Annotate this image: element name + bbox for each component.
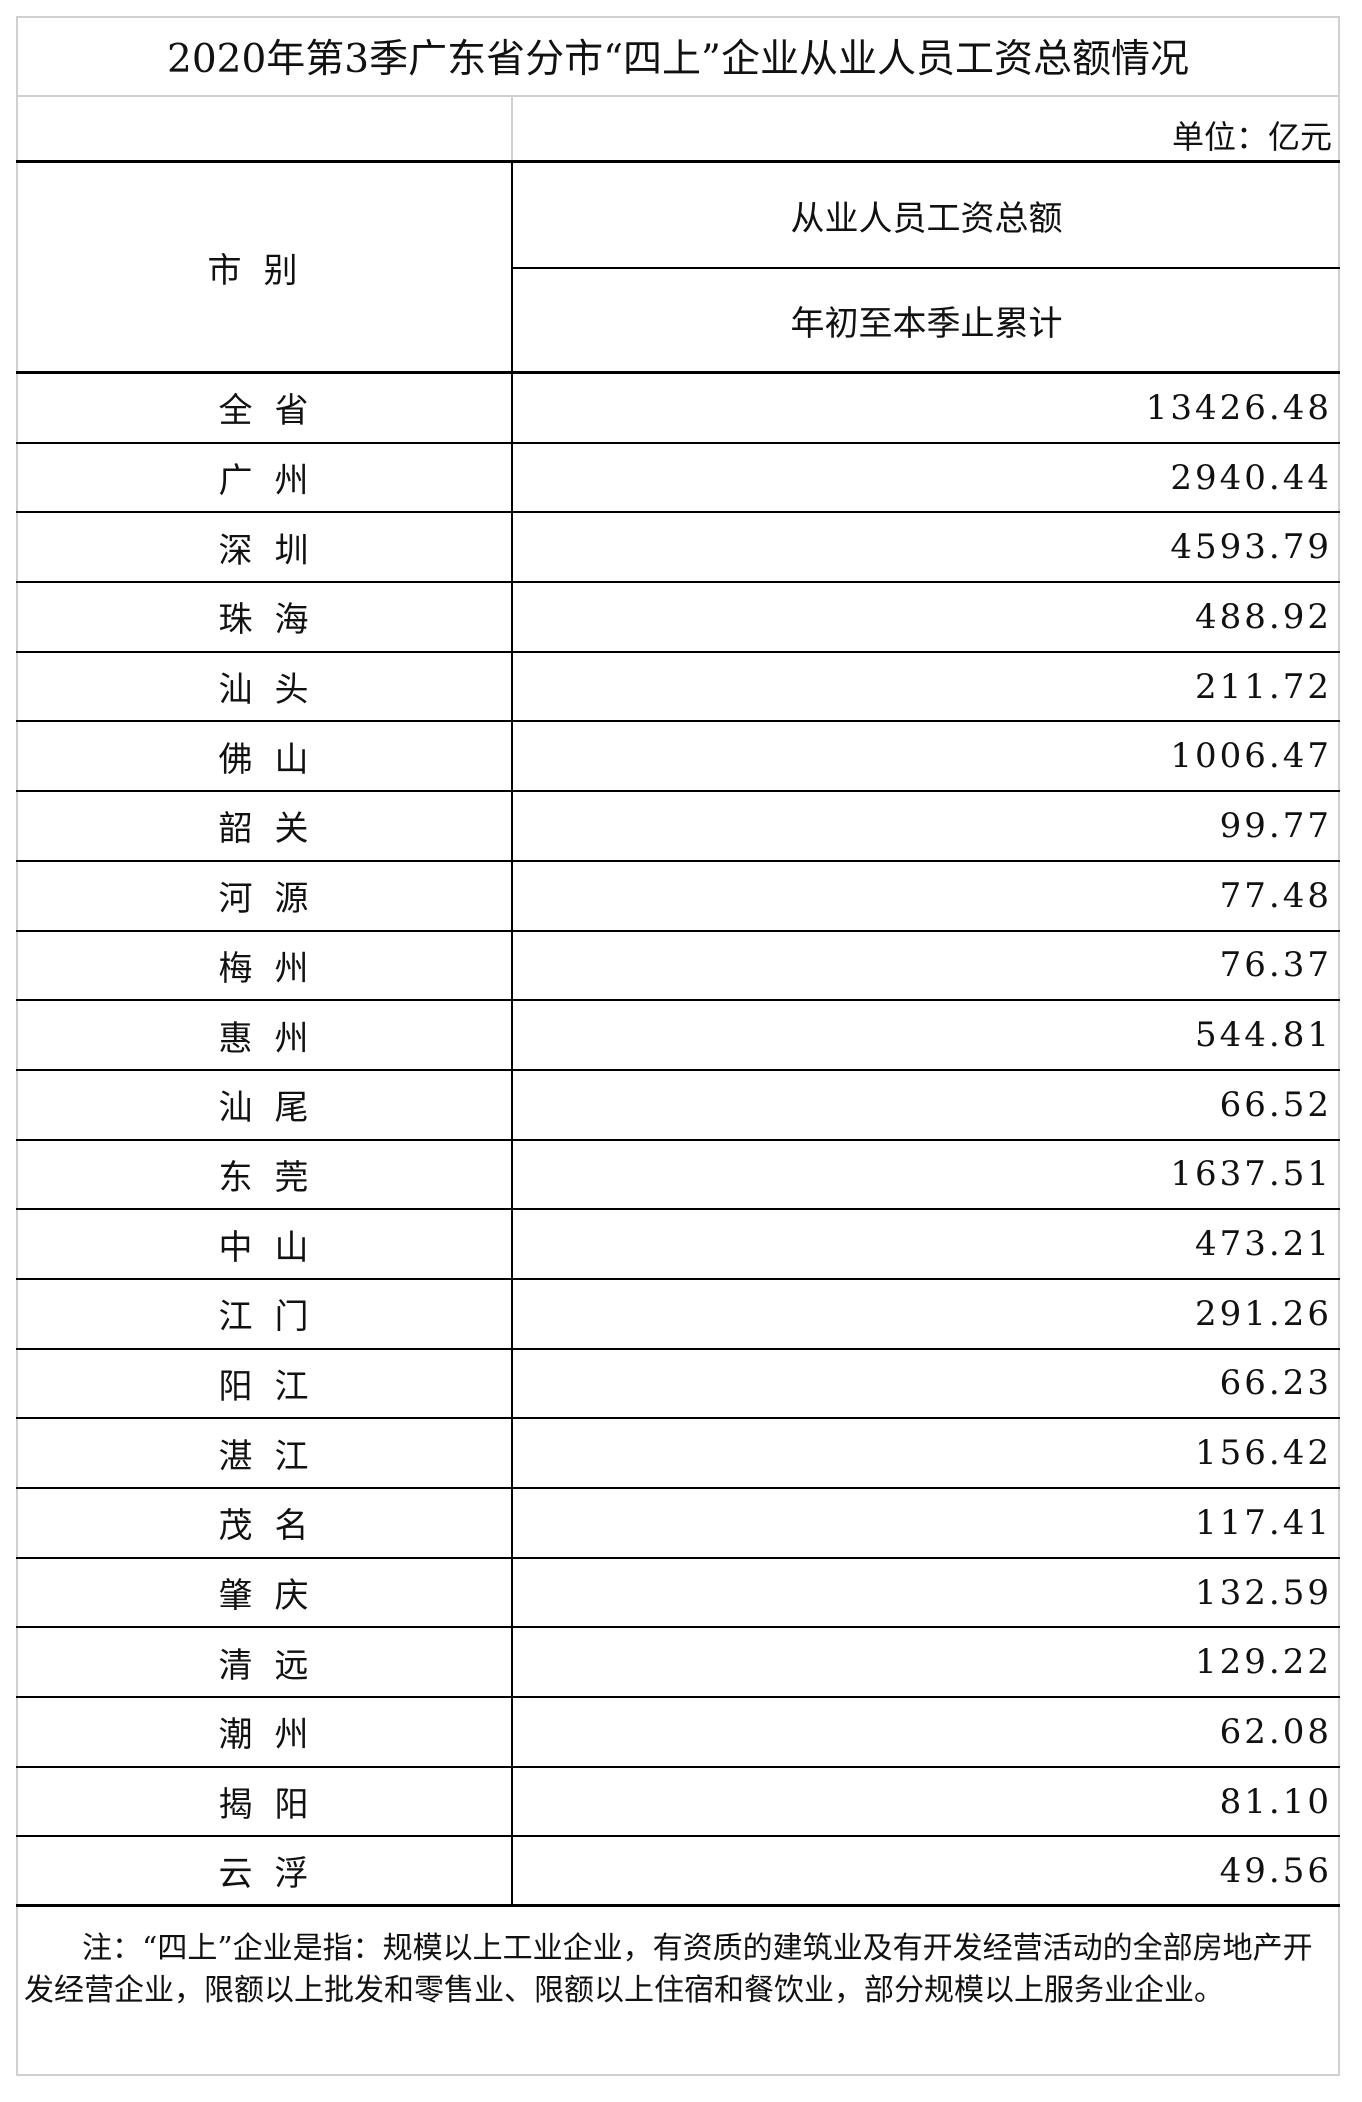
table-row: 茂名 117.41 — [16, 1489, 1340, 1559]
table-row: 深圳 4593.79 — [16, 513, 1340, 584]
table-row: 汕尾 66.52 — [16, 1070, 1340, 1141]
value-cell: 1637.51 — [511, 1140, 1340, 1209]
value-cell: 211.72 — [511, 652, 1340, 721]
table-row: 韶关 99.77 — [16, 792, 1340, 862]
table-body: 全省 13426.48 广州 2940.44 深圳 4593.79 珠海 488.92 汕头 21… — [16, 374, 1340, 1908]
city-cell: 汕尾 — [218, 1088, 331, 1129]
value-cell: 156.42 — [511, 1419, 1340, 1487]
table-row: 梅州 76.37 — [16, 931, 1340, 1002]
value-cell: 488.92 — [511, 583, 1340, 651]
table-row: 阳江 66.23 — [16, 1349, 1340, 1420]
city-cell: 东莞 — [218, 1157, 331, 1198]
value-cell: 77.48 — [511, 861, 1340, 930]
value-cell: 473.21 — [511, 1210, 1340, 1278]
city-cell: 全省 — [218, 391, 331, 432]
city-cell: 佛山 — [218, 739, 331, 780]
table-row: 珠海 488.92 — [16, 583, 1340, 653]
table-row: 河源 77.48 — [16, 861, 1340, 932]
value-cell: 117.41 — [511, 1489, 1340, 1557]
table-row: 云浮 49.56 — [16, 1837, 1340, 1908]
value-cell: 13426.48 — [511, 374, 1340, 442]
value-cell: 1006.47 — [511, 722, 1340, 791]
table-row: 东莞 1637.51 — [16, 1140, 1340, 1211]
city-cell: 潮州 — [218, 1715, 331, 1756]
city-cell: 肇庆 — [218, 1576, 331, 1617]
unit-row: 单位：亿元 — [16, 97, 1340, 163]
table-row: 江门 291.26 — [16, 1279, 1340, 1350]
city-cell: 韶关 — [218, 809, 331, 850]
table-row: 肇庆 132.59 — [16, 1558, 1340, 1629]
value-cell: 81.10 — [511, 1767, 1340, 1836]
table-row: 湛江 156.42 — [16, 1419, 1340, 1489]
city-cell: 阳江 — [218, 1366, 331, 1407]
value-cell: 544.81 — [511, 1001, 1340, 1069]
divider — [511, 267, 1340, 269]
city-cell: 云浮 — [218, 1854, 331, 1895]
value-cell: 99.77 — [511, 792, 1340, 860]
city-cell: 清远 — [218, 1645, 331, 1686]
table-row: 清远 129.22 — [16, 1628, 1340, 1699]
table-row: 惠州 544.81 — [16, 1001, 1340, 1071]
table-row: 揭阳 81.10 — [16, 1767, 1340, 1838]
city-cell: 梅州 — [218, 948, 331, 989]
table-row: 潮州 62.08 — [16, 1698, 1340, 1768]
city-cell: 揭阳 — [218, 1785, 331, 1826]
table-row: 全省 13426.48 — [16, 374, 1340, 444]
value-cell: 62.08 — [511, 1698, 1340, 1766]
city-cell: 河源 — [218, 879, 331, 920]
value-cell: 132.59 — [511, 1558, 1340, 1627]
table-row: 广州 2940.44 — [16, 443, 1340, 514]
city-cell: 广州 — [218, 461, 331, 502]
value-cell: 2940.44 — [511, 443, 1340, 512]
header-city: 市别 — [207, 250, 320, 291]
table-header: 市别 从业人员工资总额 年初至本季止累计 — [16, 163, 1340, 374]
page-title: 2020年第3季广东省分市“四上”企业从业人员工资总额情况 — [16, 16, 1340, 97]
table-frame — [16, 16, 1340, 2076]
value-cell: 291.26 — [511, 1279, 1340, 1348]
city-cell: 汕头 — [218, 670, 331, 711]
city-cell: 惠州 — [218, 1018, 331, 1059]
city-cell: 茂名 — [218, 1506, 331, 1547]
value-cell: 4593.79 — [511, 513, 1340, 582]
table-row: 汕头 211.72 — [16, 652, 1340, 723]
header-metric: 从业人员工资总额 — [790, 198, 1063, 239]
city-cell: 珠海 — [218, 600, 331, 641]
value-cell: 129.22 — [511, 1628, 1340, 1697]
value-cell: 49.56 — [511, 1837, 1340, 1905]
unit-label: 单位：亿元 — [1171, 118, 1332, 156]
footnote: 注：“四上”企业是指：规模以上工业企业，有资质的建筑业及有开发经营活动的全部房地… — [24, 1931, 1313, 2008]
value-cell: 66.52 — [511, 1070, 1340, 1139]
city-cell: 湛江 — [218, 1436, 331, 1477]
value-cell: 66.23 — [511, 1349, 1340, 1418]
header-period: 年初至本季止累计 — [790, 303, 1063, 344]
value-cell: 76.37 — [511, 931, 1340, 1000]
divider — [511, 97, 513, 160]
city-cell: 深圳 — [218, 530, 331, 571]
table-row: 中山 473.21 — [16, 1210, 1340, 1280]
city-cell: 中山 — [218, 1227, 331, 1268]
city-cell: 江门 — [218, 1297, 331, 1338]
table-row: 佛山 1006.47 — [16, 722, 1340, 793]
